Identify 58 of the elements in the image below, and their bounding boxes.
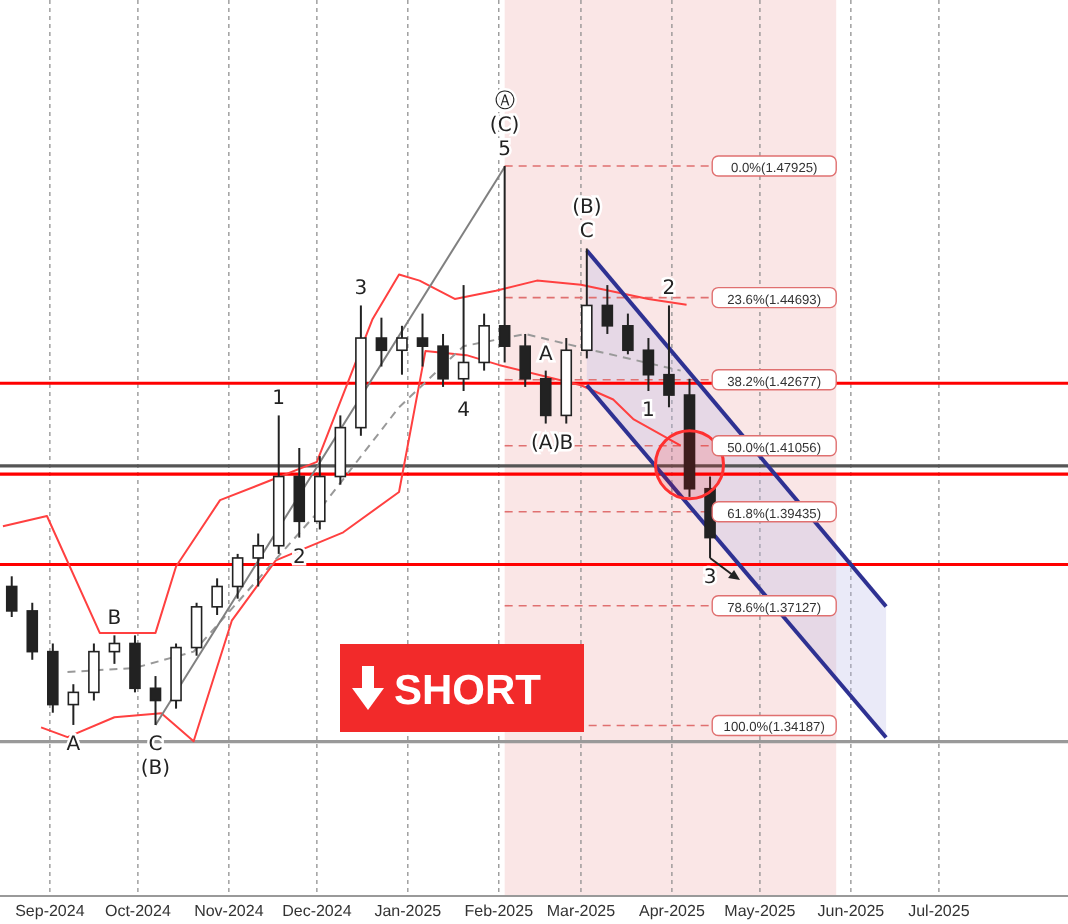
candlestick <box>457 284 470 392</box>
candlestick <box>437 332 449 388</box>
candlestick <box>129 634 141 694</box>
candlestick <box>539 369 552 425</box>
annotation: B <box>107 608 122 631</box>
candlestick <box>293 447 306 539</box>
candlestick <box>67 683 80 726</box>
annotation: 5 <box>498 138 512 161</box>
annotation: C <box>579 221 594 244</box>
candlestick <box>149 675 162 726</box>
annotation: 1 <box>272 388 286 411</box>
x-tick-label: Sep-2024 <box>15 902 86 920</box>
candlestick <box>375 316 388 368</box>
candlestick <box>108 634 121 665</box>
candlestick <box>314 455 326 531</box>
candlestick <box>581 247 593 360</box>
annotation: 2 <box>662 278 676 301</box>
candlestick <box>663 304 675 409</box>
annotation: A <box>538 343 553 366</box>
x-tick-label: May-2025 <box>724 902 797 920</box>
x-tick-label: Jun-2025 <box>817 902 886 920</box>
candlestick <box>622 312 634 356</box>
annotation: 4 <box>457 399 470 422</box>
annotation: (A) <box>531 432 561 455</box>
annotation: (B) <box>140 757 171 780</box>
candlestick <box>416 312 429 368</box>
annotation: C <box>148 733 163 756</box>
candlestick <box>26 601 39 661</box>
candlestick <box>396 324 408 376</box>
candlestick <box>5 575 18 619</box>
candlestick <box>601 284 614 335</box>
candlestick <box>211 577 223 616</box>
candlestick <box>190 601 203 657</box>
x-tick-label: Feb-2025 <box>464 902 535 920</box>
annotation: A <box>66 733 81 756</box>
candlestick <box>231 552 244 600</box>
x-tick-label: Dec-2024 <box>282 902 353 920</box>
x-tick-label: Jul-2025 <box>908 902 971 920</box>
annotation: 1 <box>642 399 655 422</box>
x-tick-label: Apr-2025 <box>638 902 706 920</box>
annotation: Ⓐ <box>494 88 515 113</box>
annotation: SHORT <box>394 668 542 714</box>
candlestick <box>88 642 100 702</box>
x-tick-label: Oct-2024 <box>104 902 172 920</box>
candlestick <box>519 332 531 388</box>
x-tick-label: Jan-2025 <box>374 902 443 920</box>
x-tick-label: Nov-2024 <box>194 902 265 920</box>
annotation: B <box>559 432 574 455</box>
candlestick <box>642 337 655 392</box>
annotation: 2 <box>292 546 306 569</box>
annotation: (B) <box>572 197 602 220</box>
candlestick <box>478 312 490 372</box>
x-tick-label: Mar-2025 <box>546 902 617 920</box>
annotation: 3 <box>354 278 368 301</box>
candlestick <box>498 164 511 364</box>
annotation: 3 <box>703 566 717 589</box>
annotation: (C) <box>489 114 520 137</box>
candlestick <box>252 532 264 588</box>
